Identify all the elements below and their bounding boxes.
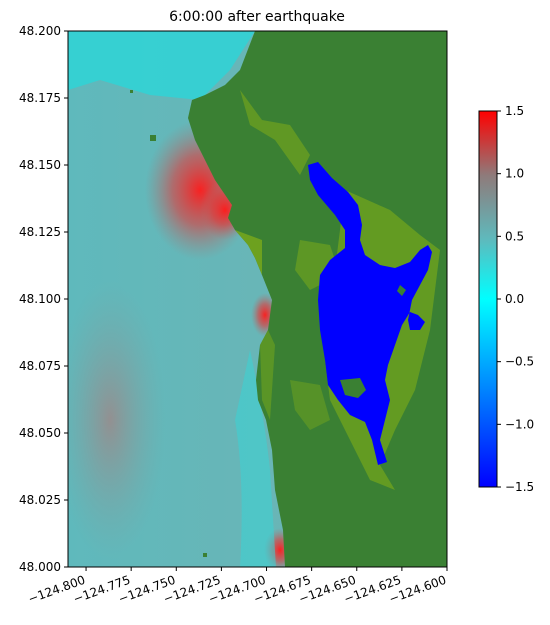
shallow-coast-1	[235, 230, 262, 275]
y-tick-label: 48.175	[19, 91, 61, 105]
lake-islet	[397, 285, 406, 296]
colorbar-axis: 1.5 1.0 0.5 0.0 −0.5 −1.0 −1.5	[497, 104, 534, 494]
y-tick-label: 48.075	[19, 359, 61, 373]
colorbar	[478, 110, 498, 488]
colorbar-tick-label: −0.5	[505, 355, 534, 369]
dry-lake	[308, 162, 432, 465]
colorbar-tick-label: −1.5	[505, 480, 534, 494]
y-tick-label: 48.200	[19, 24, 61, 38]
x-axis: −124.800−124.775−124.750−124.725−124.700…	[26, 567, 448, 606]
shallow-north	[240, 90, 310, 175]
y-tick-label: 48.150	[19, 158, 61, 172]
shallow-patch	[290, 380, 330, 430]
lake-island	[340, 378, 366, 398]
ocean-cyan-north	[68, 31, 255, 100]
colorbar-tick-label: 1.5	[505, 104, 524, 118]
islet-north	[130, 90, 133, 93]
y-tick-label: 48.125	[19, 225, 61, 239]
colorbar-tick-label: −1.0	[505, 417, 534, 431]
y-tick-label: 48.100	[19, 292, 61, 306]
colorbar-tick-label: 0.0	[505, 292, 524, 306]
colorbar-tick-label: 1.0	[505, 167, 524, 181]
islet-west	[150, 135, 156, 141]
plot-area	[68, 31, 447, 567]
map-title: 6:00:00 after earthquake	[169, 9, 345, 25]
ocean-cyan-coast	[235, 350, 276, 567]
shallow-coast-2	[260, 330, 275, 420]
y-tick-label: 48.050	[19, 426, 61, 440]
y-tick-label: 48.000	[19, 560, 61, 574]
ocean-grey-band	[68, 280, 165, 560]
y-axis: 48.200 48.175 48.150 48.125 48.100 48.075 48.0…	[19, 24, 68, 574]
y-tick-label: 48.025	[19, 493, 61, 507]
islet-south	[203, 553, 207, 557]
colorbar-tick-label: 0.5	[505, 229, 524, 243]
